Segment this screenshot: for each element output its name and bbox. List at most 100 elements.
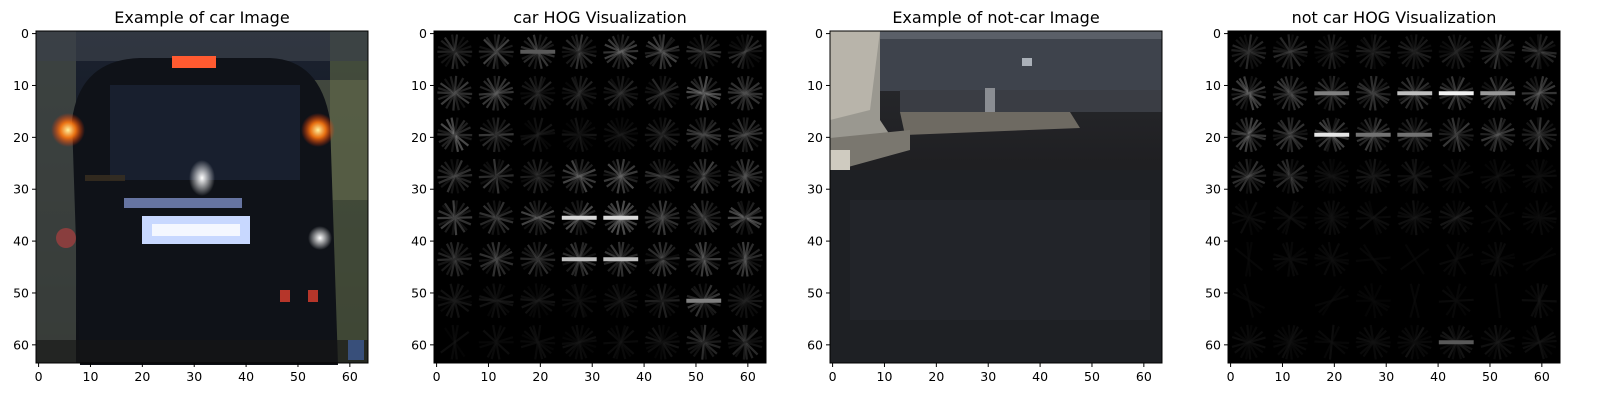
hog-stroke — [1323, 326, 1341, 359]
hog-stroke — [1273, 336, 1308, 348]
hog-stroke — [645, 211, 680, 224]
x-tick-label: 30 — [980, 369, 996, 384]
x-tick-label: 60 — [1534, 369, 1550, 384]
car-hog-panel: car HOG Visualization 0 10 20 30 40 50 60 0 10 20… — [411, 8, 767, 384]
x-tick-label: 10 — [1275, 369, 1291, 384]
car-hog-image — [437, 34, 763, 360]
y-tick-label: 20 — [411, 130, 427, 145]
hog-stroke — [479, 250, 513, 268]
hog-stroke — [562, 168, 596, 184]
hog-stroke — [1273, 86, 1307, 101]
hog-stroke — [607, 329, 635, 355]
hog-stroke — [1522, 335, 1556, 350]
car-image-panel: Example of car Image — [13, 8, 369, 384]
hog-stroke — [1359, 205, 1388, 230]
hog-stroke — [1522, 252, 1557, 266]
axes-frame — [1227, 30, 1561, 364]
y-tick-label: 50 — [411, 285, 427, 300]
notcar-image-panel: Example of not-car Image 0 10 20 30 40 50 60 0 1… — [807, 8, 1163, 384]
hog-stroke — [479, 127, 513, 142]
y-tick-label: 0 — [815, 26, 823, 41]
hog-stroke — [687, 127, 721, 142]
y-tick-label: 0 — [21, 26, 29, 41]
hog-stroke — [1315, 251, 1349, 267]
hog-stroke — [604, 86, 638, 101]
x-tick-label: 0 — [35, 369, 43, 384]
y-tick-label: 60 — [807, 337, 823, 352]
hog-stroke — [440, 330, 470, 354]
hog-stroke — [1314, 169, 1349, 183]
hog-stroke — [438, 126, 471, 144]
x-tick-label: 10 — [877, 369, 893, 384]
y-tick-label: 10 — [1205, 78, 1221, 93]
hog-stroke — [1315, 44, 1349, 60]
hog-stroke — [1522, 209, 1556, 226]
x-tick-label: 30 — [584, 369, 600, 384]
hog-stroke — [1232, 168, 1266, 185]
hog-stroke — [1232, 127, 1266, 142]
x-tick-label: 20 — [1326, 369, 1342, 384]
x-tick-label: 0 — [1227, 369, 1235, 384]
hog-stroke — [520, 128, 555, 141]
axes-frame — [433, 30, 767, 364]
axis-ticks: 0 10 20 30 40 50 60 0 10 20 30 40 50 60 — [1205, 26, 1550, 384]
hog-stroke — [437, 86, 472, 101]
x-tick-label: 50 — [1084, 369, 1100, 384]
y-tick-label: 20 — [1205, 130, 1221, 145]
x-tick-label: 40 — [1032, 369, 1048, 384]
hog-stroke — [1439, 127, 1474, 142]
y-tick-label: 50 — [807, 285, 823, 300]
hog-stroke — [1314, 294, 1349, 307]
hog-stroke — [604, 127, 638, 143]
y-tick-label: 0 — [1213, 26, 1221, 41]
x-tick-label: 40 — [238, 369, 254, 384]
hog-stroke — [521, 209, 555, 226]
hog-stroke — [645, 85, 679, 102]
notcar-hog-image — [1231, 34, 1557, 360]
hog-stroke — [645, 294, 680, 307]
hog-stroke — [1232, 85, 1266, 101]
notcar-hog-panel: not car HOG Visualization 0 10 20 30 40 50 600… — [1205, 8, 1561, 384]
hog-stroke — [1397, 335, 1432, 349]
hog-stroke — [728, 44, 762, 60]
hog-stroke — [1439, 170, 1474, 182]
hog-stroke — [437, 294, 472, 307]
hog-stroke — [645, 45, 680, 59]
panel-title: not car HOG Visualization — [1292, 8, 1497, 27]
hog-stroke — [479, 86, 514, 100]
x-tick-label: 20 — [532, 369, 548, 384]
hog-stroke — [479, 294, 514, 308]
y-tick-label: 0 — [419, 26, 427, 41]
hog-stroke — [437, 45, 472, 59]
hog-stroke — [1273, 45, 1308, 59]
notcar-image — [830, 31, 1162, 363]
hog-stroke — [645, 168, 679, 184]
hog-stroke — [437, 252, 472, 266]
hog-stroke — [521, 293, 555, 309]
hog-stroke — [1356, 168, 1390, 185]
hog-stroke — [1398, 210, 1432, 226]
hog-stroke — [1356, 85, 1390, 101]
hog-stroke — [480, 167, 513, 185]
hog-stroke — [479, 44, 513, 59]
x-tick-label: 10 — [83, 369, 99, 384]
axis-ticks: 0 10 20 30 40 50 60 0 10 20 30 40 50 60 — [411, 26, 756, 384]
x-tick-label: 30 — [186, 369, 202, 384]
hog-stroke — [686, 169, 721, 183]
hog-stroke — [728, 170, 763, 182]
hog-stroke — [521, 251, 555, 267]
hog-stroke — [562, 294, 597, 307]
y-tick-label: 50 — [1205, 285, 1221, 300]
hog-stroke — [687, 210, 721, 225]
hog-stroke — [1273, 128, 1308, 141]
car-image — [36, 31, 368, 365]
hog-stroke — [1273, 250, 1307, 268]
hog-stroke — [1439, 209, 1473, 227]
y-tick-label: 10 — [807, 78, 823, 93]
panel-title: car HOG Visualization — [513, 8, 686, 27]
axis-ticks: 0 10 20 30 40 50 60 0 10 20 30 40 50 60 — [807, 26, 1152, 384]
panel-title: Example of not-car Image — [892, 8, 1099, 27]
hog-stroke — [562, 45, 597, 58]
hog-stroke — [1480, 211, 1515, 225]
axis-ticks: 0 10 20 30 40 50 60 0 10 20 30 40 50 60 — [13, 26, 358, 384]
